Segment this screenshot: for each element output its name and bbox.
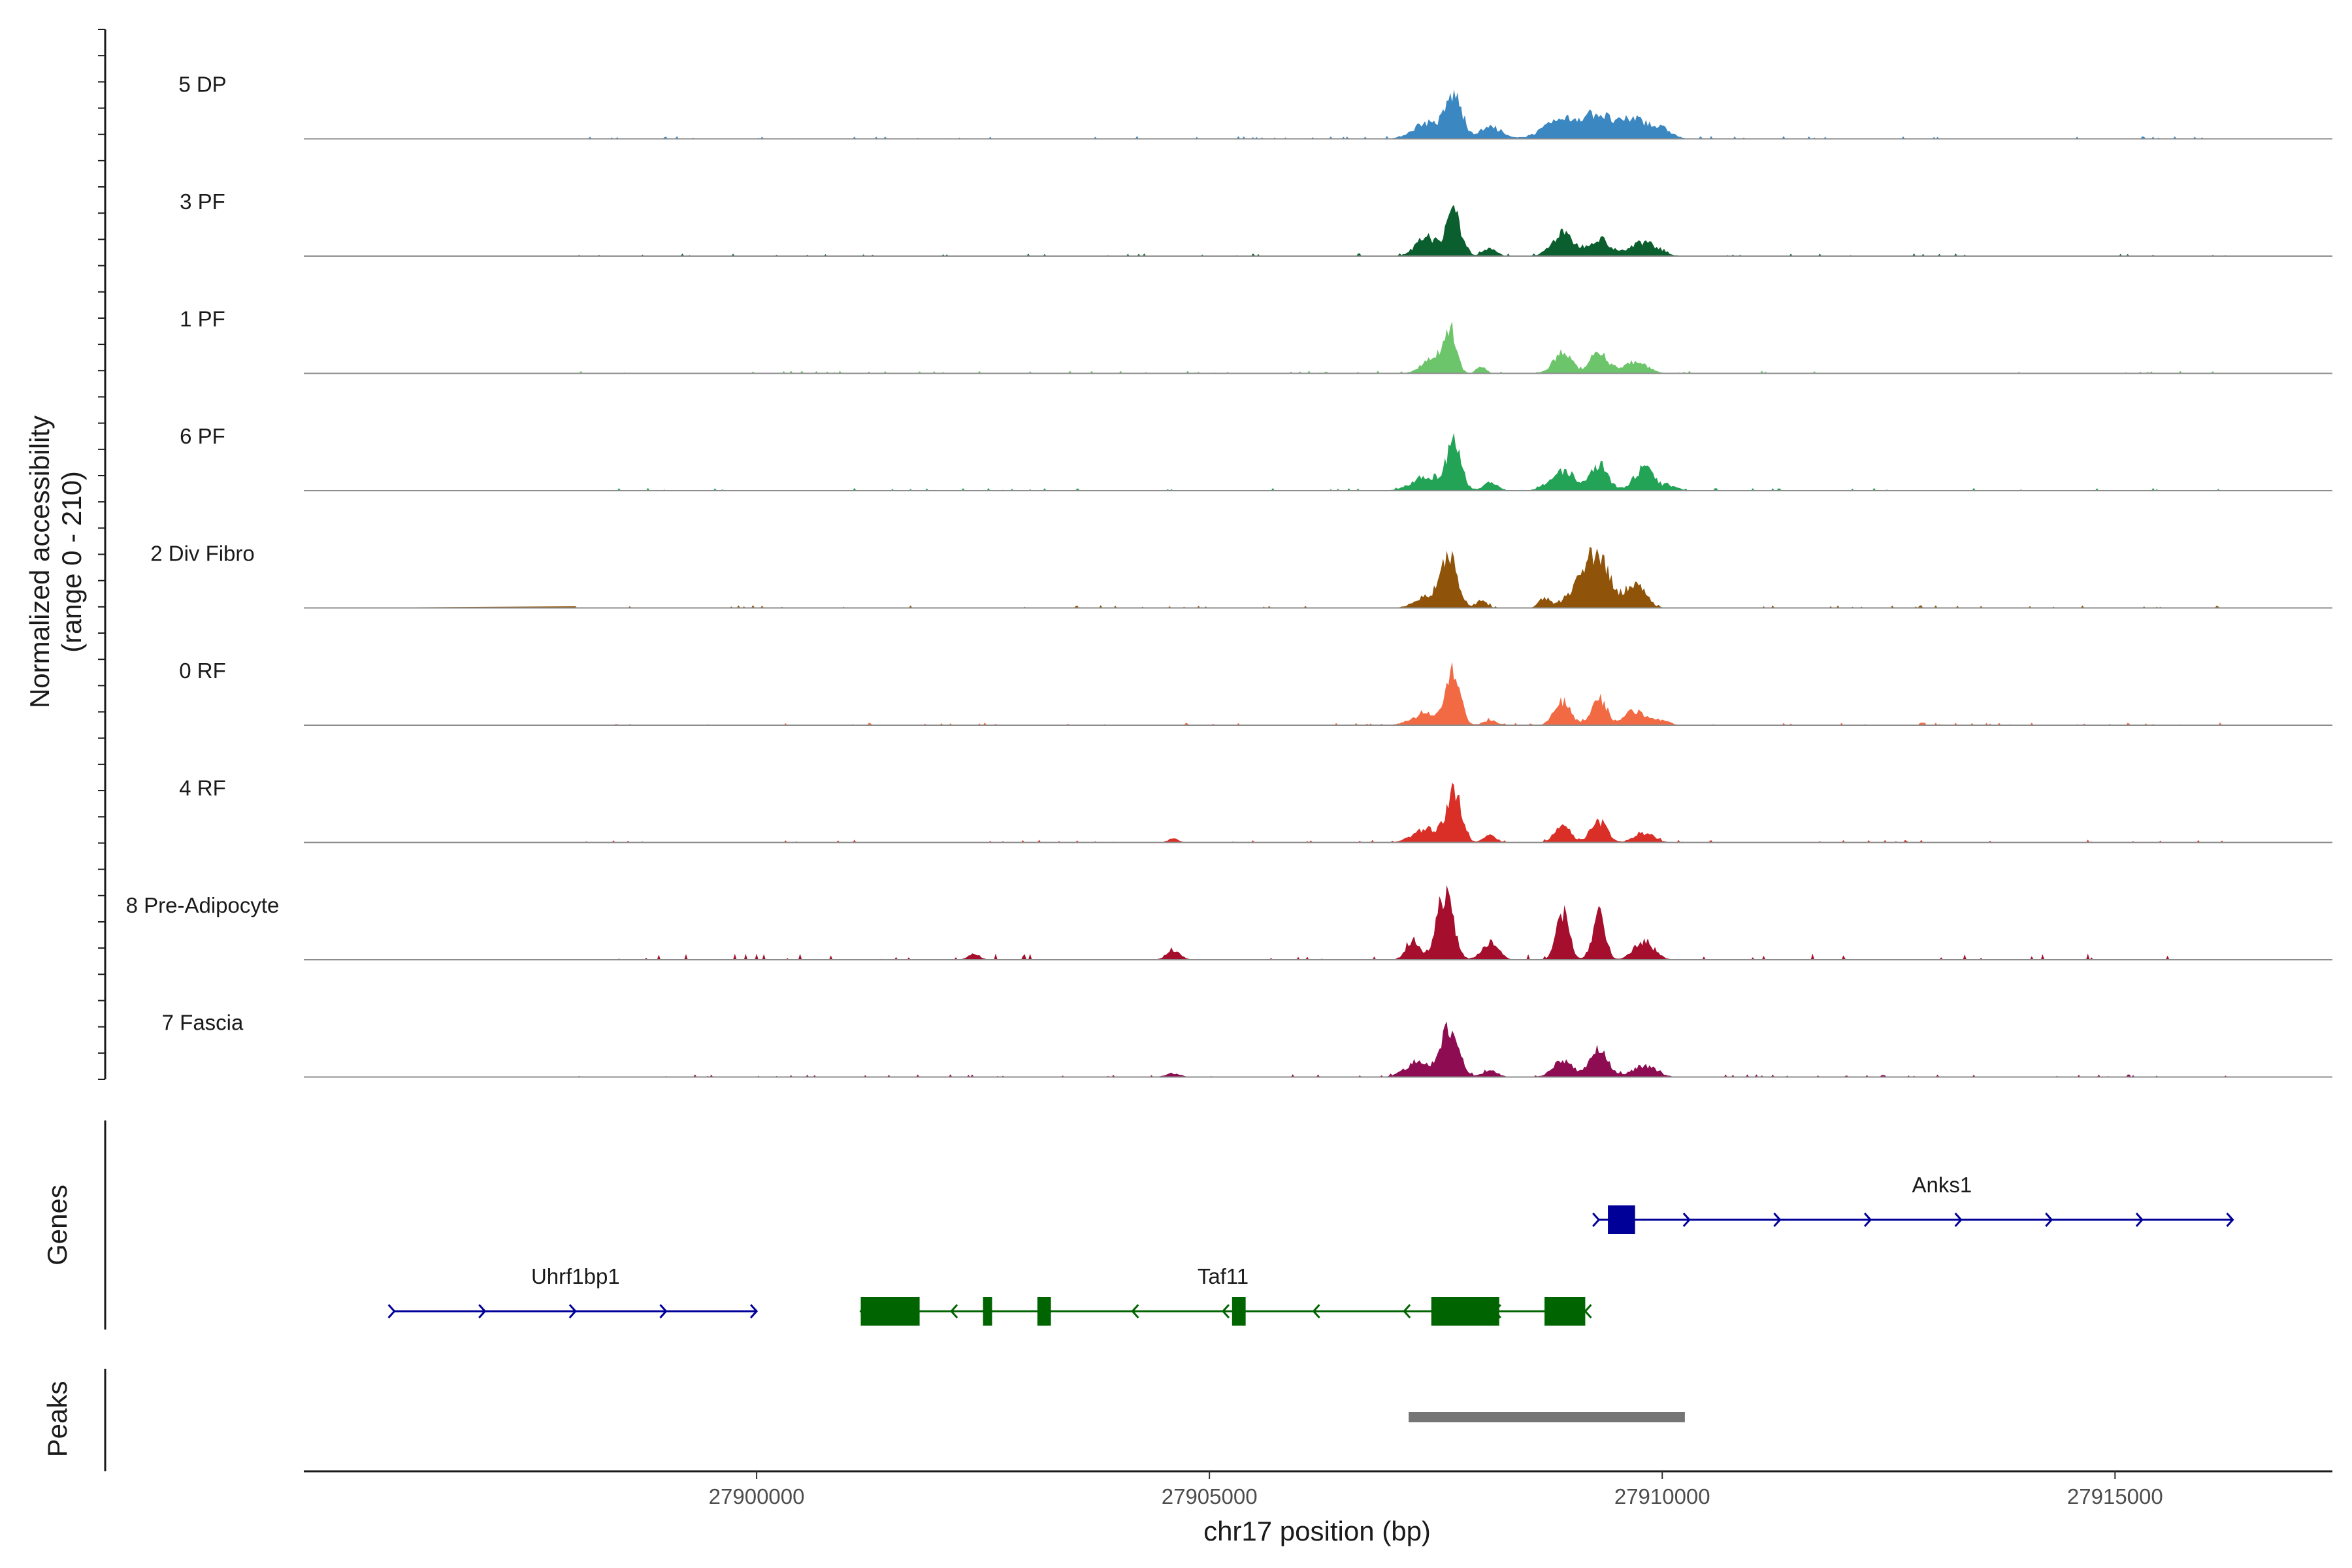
- strand-arrow: [1682, 1212, 1691, 1228]
- track-label: 0 RF: [179, 659, 226, 683]
- gene-label: Taf11: [1198, 1264, 1249, 1288]
- exon: [1037, 1297, 1051, 1326]
- track-label: 5 DP: [178, 73, 226, 97]
- coverage-area: [304, 885, 2242, 960]
- track-3-pf: 3 PF: [180, 189, 2332, 257]
- coverage-area: [304, 1021, 2242, 1077]
- exon: [1232, 1297, 1246, 1326]
- x-axis-title: chr17 position (bp): [1203, 1516, 1431, 1546]
- strand-arrow: [387, 1303, 396, 1319]
- gene-label: Anks1: [1912, 1173, 1972, 1197]
- x-tick-label: 27905000: [1162, 1484, 1258, 1509]
- track-label: 8 Pre-Adipocyte: [126, 893, 280, 917]
- exon: [983, 1297, 992, 1326]
- x-tick-label: 27915000: [2067, 1484, 2163, 1509]
- x-tick-label: 27910000: [1614, 1484, 1710, 1509]
- gene-annotation-panel: Uhrf1bp1 Taf11 Anks1: [104, 1120, 2234, 1330]
- track-4-rf: 4 RF: [179, 776, 2332, 843]
- strand-arrow: [1863, 1212, 1872, 1228]
- track-label: 7 Fascia: [162, 1011, 244, 1035]
- peaks-panel-label: Peaks: [42, 1381, 73, 1458]
- track-label: 1 PF: [180, 307, 225, 331]
- strand-arrow: [1584, 1303, 1592, 1319]
- coverage-area: [304, 546, 2242, 608]
- track-label: 3 PF: [180, 189, 225, 214]
- track-0-rf: 0 RF: [179, 659, 2332, 726]
- coverage-area: [304, 321, 2242, 374]
- strand-arrow: [2045, 1212, 2053, 1228]
- coverage-area: [304, 783, 2242, 843]
- x-tick-label: 27900000: [709, 1484, 805, 1509]
- strand-arrow: [1403, 1303, 1411, 1319]
- track-label: 2 Div Fibro: [150, 542, 255, 566]
- gene-anks1: Anks1: [1592, 1173, 2234, 1234]
- strand-arrow: [478, 1303, 487, 1319]
- peaks-panel: [104, 1369, 1685, 1471]
- track-7-fascia: 7 Fascia: [162, 1011, 2332, 1078]
- strand-arrow: [1954, 1212, 1963, 1228]
- strand-arrow: [1221, 1303, 1230, 1319]
- track-1-pf: 1 PF: [180, 307, 2332, 374]
- coverage-area: [304, 661, 2242, 725]
- coverage-area: [304, 90, 2242, 139]
- genes-panel-label: Genes: [42, 1184, 73, 1266]
- strand-arrow: [1592, 1212, 1601, 1228]
- exon: [1544, 1297, 1586, 1326]
- gene-uhrf1bp1: Uhrf1bp1: [387, 1264, 759, 1319]
- exon: [1608, 1205, 1635, 1234]
- gene-taf11: Taf11: [859, 1264, 1592, 1326]
- strand-arrow: [1312, 1303, 1320, 1319]
- strand-arrow: [1131, 1303, 1139, 1319]
- y-axis-range-label: (range 0 - 210): [56, 471, 87, 653]
- coverage-area: [304, 204, 2242, 256]
- track-6-pf: 6 PF: [180, 424, 2332, 491]
- strand-arrow: [568, 1303, 577, 1319]
- coverage-tracks: 5 DP 3 PF 1 PF 6 PF 2 Div Fibro 0 RF 4 RF 8 Pre…: [126, 73, 2332, 1078]
- coverage-area: [304, 433, 2242, 491]
- y-axis-title: Normalized accessibility: [24, 416, 55, 708]
- x-axis: 27900000 27905000 27910000 27915000: [304, 1470, 2332, 1509]
- track-label: 6 PF: [180, 424, 225, 448]
- track-5-dp: 5 DP: [178, 73, 2332, 140]
- track-2-div-fibro: 2 Div Fibro: [150, 542, 2332, 609]
- y-axis-ticks: [98, 29, 106, 1080]
- strand-arrow: [950, 1303, 958, 1319]
- peak-region: [1409, 1412, 1685, 1422]
- exon: [1431, 1297, 1499, 1326]
- strand-arrow: [659, 1303, 668, 1319]
- exon: [860, 1297, 920, 1326]
- track-8-pre-adipocyte: 8 Pre-Adipocyte: [126, 885, 2332, 960]
- strand-arrow: [1773, 1212, 1782, 1228]
- track-label: 4 RF: [179, 776, 226, 800]
- gene-label: Uhrf1bp1: [531, 1264, 620, 1288]
- strand-arrow: [2226, 1212, 2234, 1228]
- strand-arrow: [2135, 1212, 2144, 1228]
- strand-arrow: [749, 1303, 759, 1319]
